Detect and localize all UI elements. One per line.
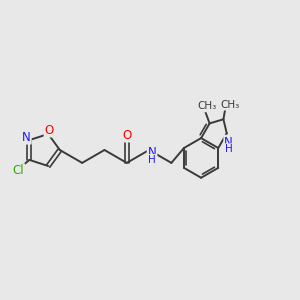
Text: N: N: [22, 130, 31, 144]
Text: CH₃: CH₃: [220, 100, 240, 110]
Text: O: O: [122, 128, 131, 142]
Text: H: H: [148, 155, 156, 165]
Text: O: O: [45, 124, 54, 136]
Text: N: N: [148, 146, 156, 160]
Text: CH₃: CH₃: [197, 101, 216, 111]
Text: N: N: [224, 136, 233, 149]
Text: H: H: [225, 144, 232, 154]
Text: Cl: Cl: [13, 164, 24, 177]
